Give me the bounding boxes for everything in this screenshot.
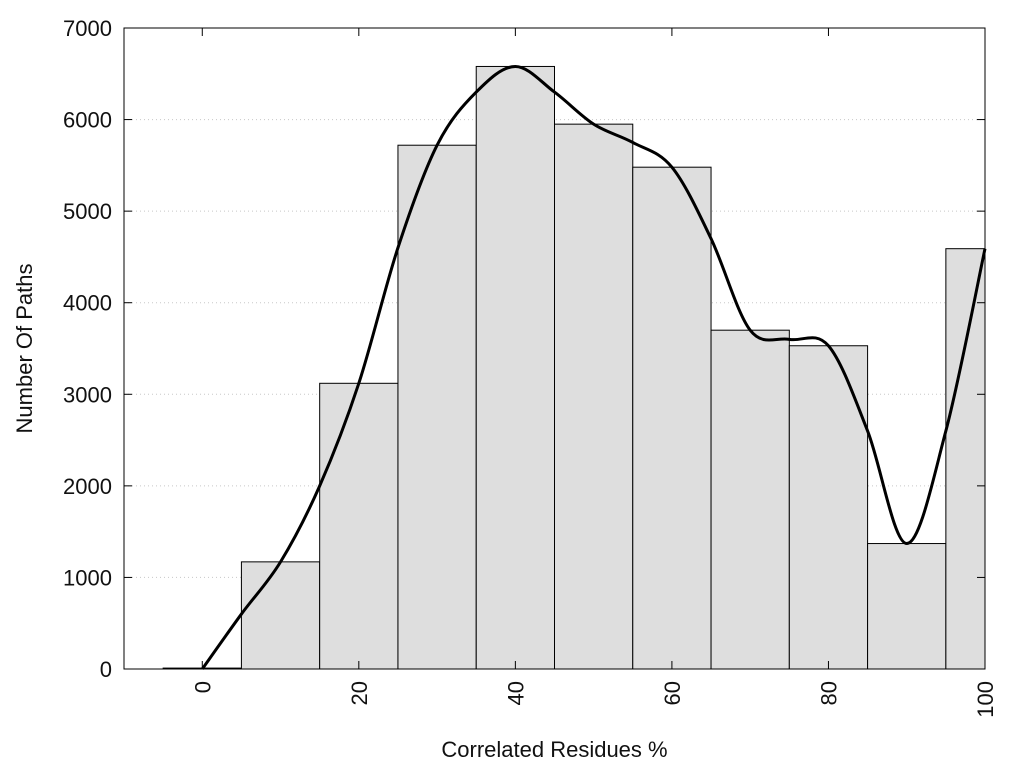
- x-tick-label-0: 0: [190, 681, 215, 693]
- smooth-curve: [201, 64, 987, 670]
- y-tick-label-5000: 5000: [63, 199, 112, 224]
- x-tick-label-60: 60: [660, 681, 685, 705]
- x-axis-ticks: 0 20 40 60 80 100: [190, 28, 998, 718]
- x-tick-label-100: 100: [973, 681, 998, 718]
- bar-90: [867, 543, 947, 670]
- x-tick-label-20: 20: [347, 681, 372, 705]
- y-tick-label-6000: 6000: [63, 108, 112, 133]
- bars: [162, 65, 986, 670]
- bar-30: [397, 144, 477, 670]
- y-tick-label-4000: 4000: [63, 291, 112, 316]
- bar-40: [475, 65, 555, 670]
- bar-50: [554, 123, 634, 670]
- bar-60: [632, 166, 712, 670]
- y-tick-label-1000: 1000: [63, 565, 112, 590]
- y-tick-label-7000: 7000: [63, 16, 112, 41]
- y-tick-label-0: 0: [100, 657, 112, 682]
- x-tick-label-80: 80: [816, 681, 841, 705]
- y-tick-label-2000: 2000: [63, 474, 112, 499]
- y-tick-label-3000: 3000: [63, 382, 112, 407]
- x-tick-label-40: 40: [503, 681, 528, 705]
- bar-100: [945, 248, 986, 670]
- bar-70: [710, 329, 790, 670]
- x-axis-label: Correlated Residues %: [441, 737, 667, 762]
- bar-10: [240, 561, 321, 670]
- plot-frame: [123, 27, 986, 670]
- bar-80: [788, 345, 869, 670]
- bar-20: [319, 382, 399, 670]
- y-axis-label: Number Of Paths: [12, 264, 37, 434]
- y-axis-ticks: 0 1000 2000 3000 4000 5000 6000 7000: [63, 16, 985, 682]
